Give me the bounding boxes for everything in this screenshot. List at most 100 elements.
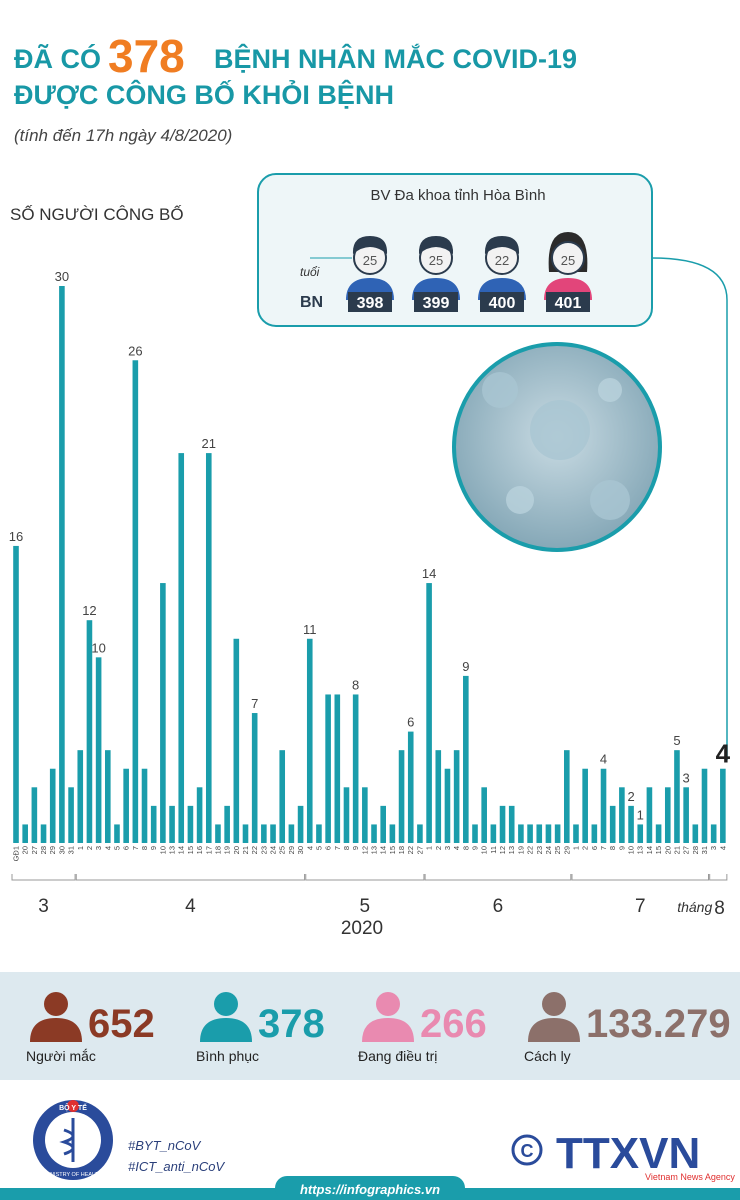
patient-id: 399 [423,295,450,312]
x-tick-label: 23 [259,846,268,854]
x-tick-label: 22 [250,846,259,854]
x-tick-label: 8 [608,846,617,850]
bar [86,620,93,843]
icon-head [542,992,566,1016]
stat-value: 266 [420,1002,487,1046]
bar [150,805,157,843]
value-label: 8 [352,677,359,692]
bar [279,750,286,843]
x-tick-label: 31 [67,846,76,854]
x-tick-label: 10 [158,846,167,854]
callout-title: BV Đa khoa tỉnh Hòa Bình [370,187,545,204]
bar [389,824,396,843]
group-bracket [305,874,425,881]
x-tick-label: 14 [177,846,186,854]
x-tick-label: 6 [324,846,333,850]
x-tick-label: 19 [516,846,525,854]
x-tick-label: 8 [461,846,470,850]
value-label: 21 [202,436,216,451]
bar [325,694,331,843]
copyright-c: C [521,1141,534,1161]
bar [105,750,111,843]
bar [545,824,552,843]
patient-hair [352,236,388,254]
x-tick-label: 21 [672,846,681,854]
bar [270,824,276,843]
x-tick-label: 5 [112,846,121,850]
x-tick-label: 18 [397,846,406,854]
bar [609,805,616,843]
bar [316,824,322,843]
bar [444,768,451,843]
value-label: 26 [128,343,142,358]
patient-age: 25 [561,253,575,268]
value-label: 2 [627,789,634,804]
stat-value: 652 [88,1002,155,1046]
bar [490,824,497,843]
bar [481,787,487,843]
bar [40,824,47,843]
bar [160,583,166,843]
x-tick-label: 4 [103,846,112,850]
title-line2: ĐƯỢC CÔNG BỐ KHỎI BỆNH [14,78,394,110]
icon-head [44,992,68,1016]
patient-id-box [480,292,524,312]
bar [472,824,478,843]
title-number: 378 [108,30,185,82]
group-bracket [571,874,709,881]
bar [619,787,625,843]
icon-body [200,1018,252,1042]
bar [646,787,653,843]
bar [664,787,671,843]
bar [13,545,19,843]
x-tick-label: 25 [278,846,287,854]
bar [233,638,240,843]
x-tick-label: 27 [415,846,424,854]
stat-label: Cách ly [524,1048,571,1064]
bar [591,824,598,843]
callout-connector [651,257,728,760]
x-tick-label: 20 [663,846,672,854]
x-tick-label: 15 [388,846,397,854]
value-label: 14 [422,566,436,581]
group-bracket [424,874,572,881]
patient-age: 25 [429,253,443,268]
bar [334,694,341,843]
logo-top: BỘ Y TẾ [59,1102,87,1112]
patient-head [551,241,585,275]
x-tick-label: 5 [314,846,323,850]
month-label: 6 [493,896,504,917]
x-tick-label: 9 [149,846,158,850]
x-tick-label: 30 [296,846,305,854]
x-tick-label: 2 [434,846,443,850]
bar [187,805,194,843]
bar [123,768,129,843]
icon-head [376,992,400,1016]
tag: #BYT_nCoV [128,1138,202,1153]
x-tick-label: 13 [370,846,379,854]
bar [701,768,708,843]
x-tick-label: 23 [535,846,544,854]
bar [573,824,579,843]
x-tick-label: 13 [507,846,516,854]
bar [499,805,506,843]
bar [77,750,84,843]
stat-label: Bình phục [196,1048,259,1064]
year-label: 2020 [341,918,383,939]
x-tick-label: 3 [443,846,452,850]
bar [518,824,524,843]
month-label: 5 [360,896,371,917]
stat-icon [200,992,252,1042]
x-tick-label: 4 [305,846,314,850]
x-tick-label: 7 [599,846,608,850]
stat-icon [30,992,82,1042]
patient-age: 22 [495,253,509,268]
patient-id-box [546,292,590,312]
bar [362,787,368,843]
value-label: 1 [637,807,644,822]
x-tick-label: 13 [168,846,177,854]
moh-logo [33,1100,113,1180]
x-tick-label: 24 [269,846,278,854]
x-tick-label: 29 [287,846,296,854]
group-bracket [709,874,728,881]
